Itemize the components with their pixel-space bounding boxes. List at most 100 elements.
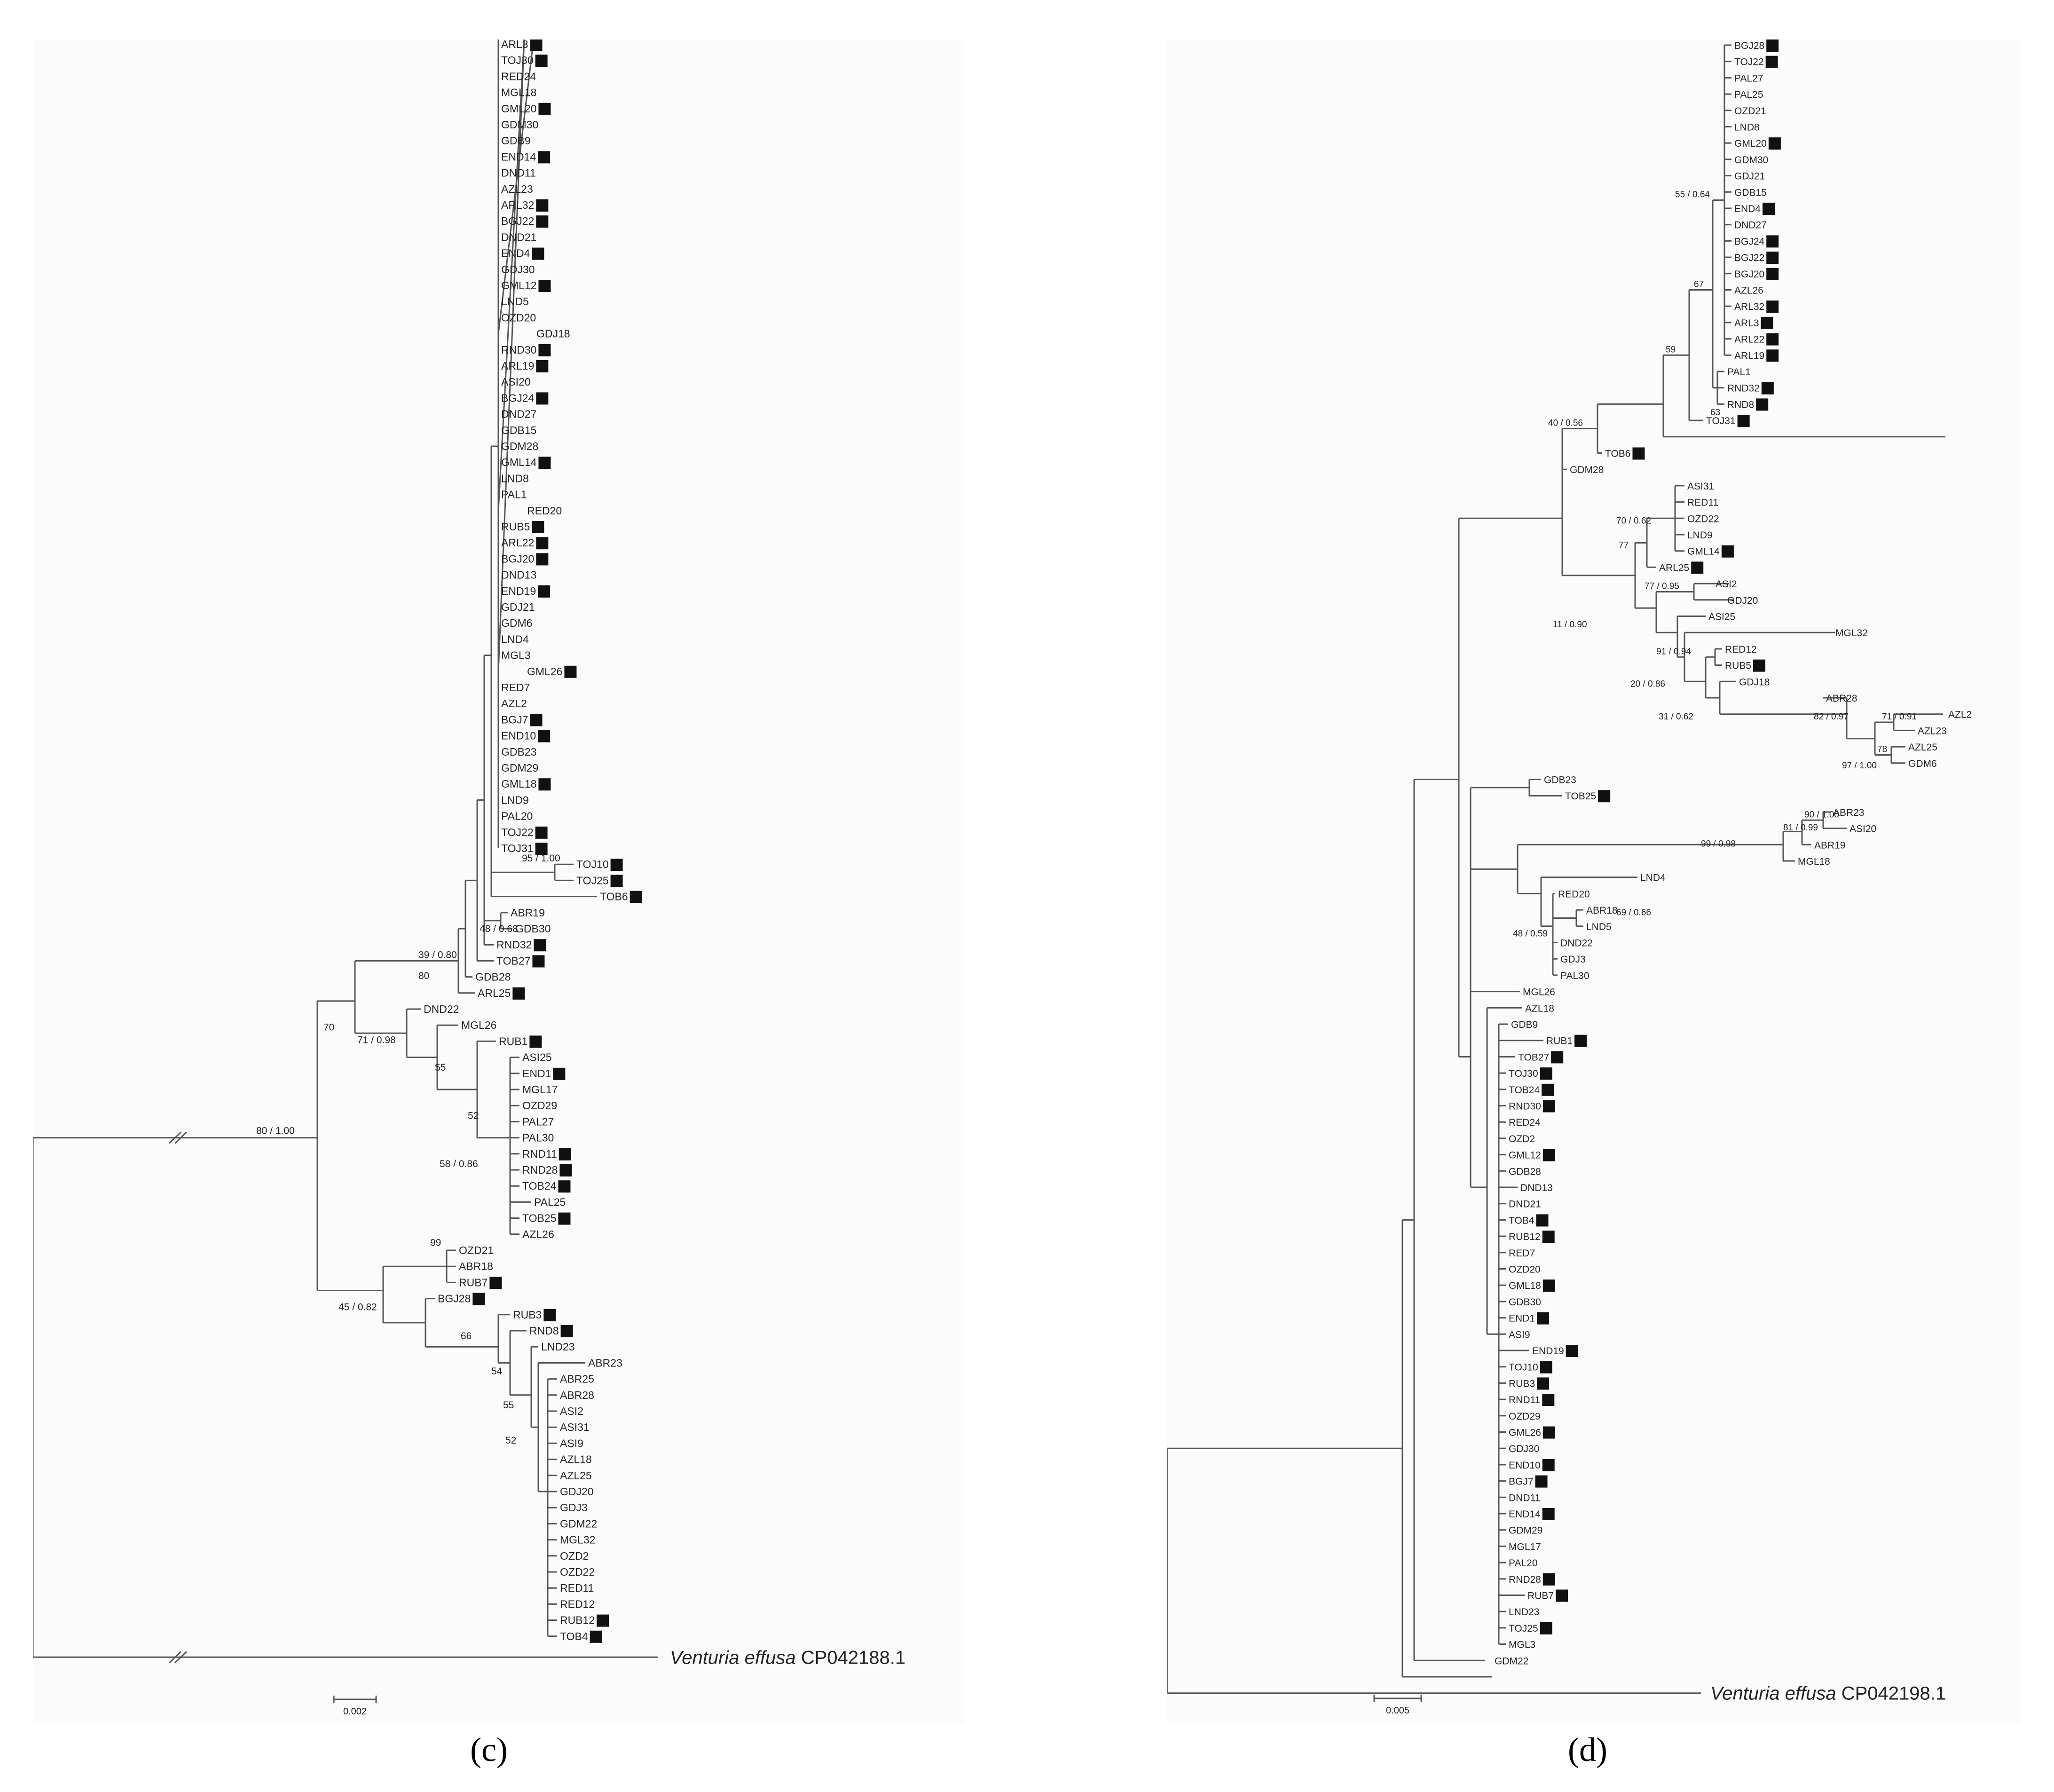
taxon-label: GDB9	[501, 134, 531, 147]
root-support-value: 80 / 1.00	[256, 1126, 295, 1137]
marker-square	[559, 1148, 571, 1160]
taxon-label: PAL25	[1734, 89, 1763, 100]
marker-square	[512, 987, 525, 1000]
taxon-label: DND27	[501, 408, 536, 420]
taxon-label: BGJ22	[501, 215, 534, 227]
marker-square	[530, 39, 543, 51]
marker-square	[532, 955, 545, 968]
marker-square	[1551, 1051, 1564, 1064]
marker-square	[560, 1325, 573, 1337]
marker-square	[535, 826, 548, 839]
marker-square	[553, 1067, 566, 1080]
outgroup-species: Venturia effusa	[1710, 1683, 1842, 1704]
marker-square	[1542, 1426, 1555, 1439]
marker-square	[538, 103, 551, 115]
taxon-label: BGJ7	[501, 713, 528, 726]
taxon-label: GDM22	[560, 1517, 597, 1530]
marker-square	[1542, 1231, 1555, 1243]
taxon-label: END1	[522, 1067, 551, 1080]
taxon-label: GDM29	[501, 762, 538, 774]
taxon-label: AZL18	[1525, 1003, 1554, 1014]
taxon-label: PAL27	[522, 1115, 554, 1128]
marker-square	[1542, 1149, 1555, 1161]
taxon-label: RND28	[1509, 1574, 1541, 1585]
taxon-label: TOJ31	[1706, 416, 1736, 426]
taxon-label: BGJ24	[1734, 236, 1765, 247]
taxon-label: OZD29	[522, 1099, 557, 1112]
support-value: 90 / 1.00	[1804, 810, 1839, 820]
taxon-label: RUB7	[459, 1276, 488, 1288]
phylogenetic-tree-c: ARL3 TOJ30 RED24 MGL18 GML20 GDM30 GDB9 END14 DN…	[32, 38, 905, 1717]
marker-square	[538, 457, 551, 469]
taxon-label: MGL18	[1798, 856, 1830, 867]
taxon-label: TOJ30	[1509, 1068, 1538, 1079]
support-value: 54	[491, 1366, 503, 1377]
marker-square	[538, 344, 551, 356]
taxon-label: RUB12	[560, 1614, 595, 1626]
marker-square	[610, 859, 623, 871]
support-value: 39 / 0.80	[418, 949, 457, 960]
marker-square	[536, 199, 549, 212]
scale-bar-label: 0.005	[1386, 1705, 1409, 1716]
taxon-label: RND30	[501, 344, 536, 356]
taxon-label: DND13	[1520, 1183, 1553, 1193]
taxon-label: ASI9	[560, 1437, 583, 1449]
taxon-label: ARL3	[501, 39, 528, 50]
taxon-label: AZL26	[522, 1228, 554, 1240]
taxon-label: ASI25	[522, 1051, 552, 1064]
marker-square	[1542, 1100, 1555, 1113]
marker-square	[538, 280, 551, 292]
tree-panel-d: BGJ28 TOJ22 PAL27 PAL25 OZD21 LND8 GML20 GDM30 G…	[1166, 39, 2054, 1723]
taxon-label: GML18	[1509, 1280, 1541, 1291]
support-value: 97 / 1.00	[1842, 761, 1877, 771]
taxon-label: GDJ3	[560, 1501, 588, 1514]
taxon-label: AZL23	[1918, 726, 1947, 736]
taxon-label: TOJ22	[501, 826, 534, 838]
taxon-label: ASI31	[1687, 481, 1714, 492]
taxon-label: RED12	[1725, 644, 1757, 655]
taxon-label: RED7	[1509, 1248, 1535, 1259]
taxon-label: END10	[1509, 1460, 1541, 1471]
support-value: 70	[323, 1022, 334, 1033]
marker-square	[1763, 203, 1775, 215]
taxon-label: TOB25	[1565, 791, 1596, 802]
marker-square	[1556, 1589, 1568, 1602]
taxon-label: LND9	[1687, 530, 1713, 541]
marker-square	[630, 891, 642, 903]
taxon-label: GDB15	[501, 424, 536, 436]
taxon-label: ABR28	[560, 1389, 594, 1401]
marker-square	[1542, 1459, 1555, 1471]
taxon-label: ASI25	[1708, 612, 1735, 623]
taxon-label: ASI2	[1716, 579, 1737, 590]
taxon-label: END10	[501, 730, 536, 742]
marker-square	[536, 537, 549, 550]
support-value: 80	[418, 971, 429, 981]
taxon-label: GDB23	[501, 746, 536, 758]
taxon-label: GDB30	[515, 923, 551, 935]
taxon-label: MGL32	[560, 1534, 595, 1546]
marker-square	[1766, 252, 1779, 264]
marker-square	[535, 843, 548, 855]
support-value: 31 / 0.62	[1659, 712, 1693, 722]
marker-square	[536, 360, 549, 372]
taxon-label: GML12	[501, 279, 536, 292]
taxon-label: TOB6	[600, 891, 628, 903]
taxon-label: RND28	[522, 1164, 558, 1176]
taxon-label: RUB3	[1509, 1378, 1535, 1389]
taxon-label: ASI9	[1509, 1329, 1530, 1340]
taxon-label: GDJ20	[1727, 595, 1758, 606]
support-value: 63	[1710, 408, 1720, 418]
taxon-label: RED24	[501, 70, 536, 82]
taxon-label: MGL17	[1509, 1541, 1541, 1552]
outgroup-label: Venturia effusa CP042198.1	[1710, 1683, 1946, 1704]
taxon-label: LND9	[501, 794, 529, 806]
taxon-label: TOJ30	[501, 54, 534, 66]
taxon-label: ASI31	[560, 1421, 590, 1433]
support-value: 82 / 0.97	[1814, 712, 1849, 722]
taxon-label: OZD2	[560, 1550, 589, 1562]
marker-square	[1598, 790, 1611, 803]
marker-square	[1537, 1377, 1550, 1390]
taxon-label: PAL1	[501, 489, 527, 501]
break-mark	[174, 1651, 188, 1664]
taxon-label: TOJ22	[1734, 57, 1764, 68]
